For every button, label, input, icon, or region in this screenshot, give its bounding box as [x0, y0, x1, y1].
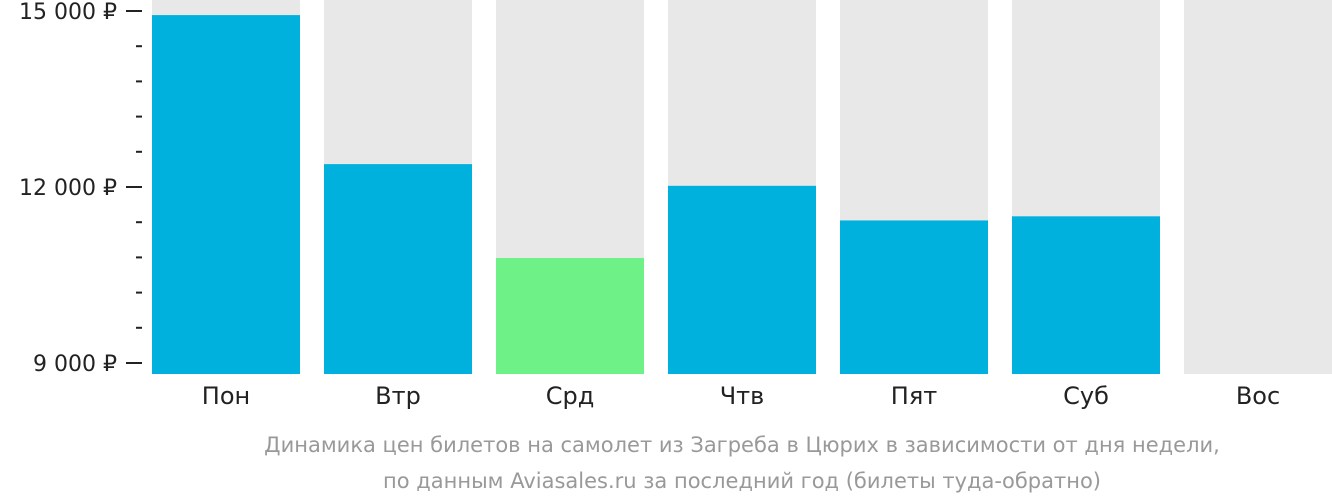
bars	[152, 15, 1160, 375]
bar-0[interactable]	[152, 15, 300, 375]
caption-line-1: Динамика цен билетов на самолет из Загре…	[264, 433, 1220, 457]
x-tick-label: Пон	[202, 382, 250, 410]
x-tick-label: Срд	[546, 382, 595, 410]
x-tick-label: Чтв	[720, 382, 765, 410]
y-tick-label: 15 000 ₽	[19, 0, 117, 25]
x-axis-labels: Пон Втр Срд Чтв Пят Суб Вос	[202, 382, 1280, 410]
bar-4[interactable]	[840, 220, 988, 374]
y-axis: 15 000 ₽ 12 000 ₽ 9 000 ₽	[19, 0, 142, 377]
y-tick-label: 9 000 ₽	[33, 352, 117, 377]
bar-3[interactable]	[668, 185, 816, 374]
x-tick-label: Вос	[1236, 382, 1280, 410]
x-tick-label: Суб	[1063, 382, 1109, 410]
caption-line-2: по данным Aviasales.ru за последний год …	[383, 469, 1101, 493]
chart-caption: Динамика цен билетов на самолет из Загре…	[264, 433, 1220, 493]
y-tick-label: 12 000 ₽	[19, 176, 117, 201]
x-tick-label: Пят	[891, 382, 937, 410]
bar-5[interactable]	[1012, 216, 1160, 374]
x-tick-label: Втр	[375, 382, 421, 410]
bar-2[interactable]	[496, 257, 644, 374]
bar-background-6	[1184, 0, 1332, 374]
bar-1[interactable]	[324, 164, 472, 374]
